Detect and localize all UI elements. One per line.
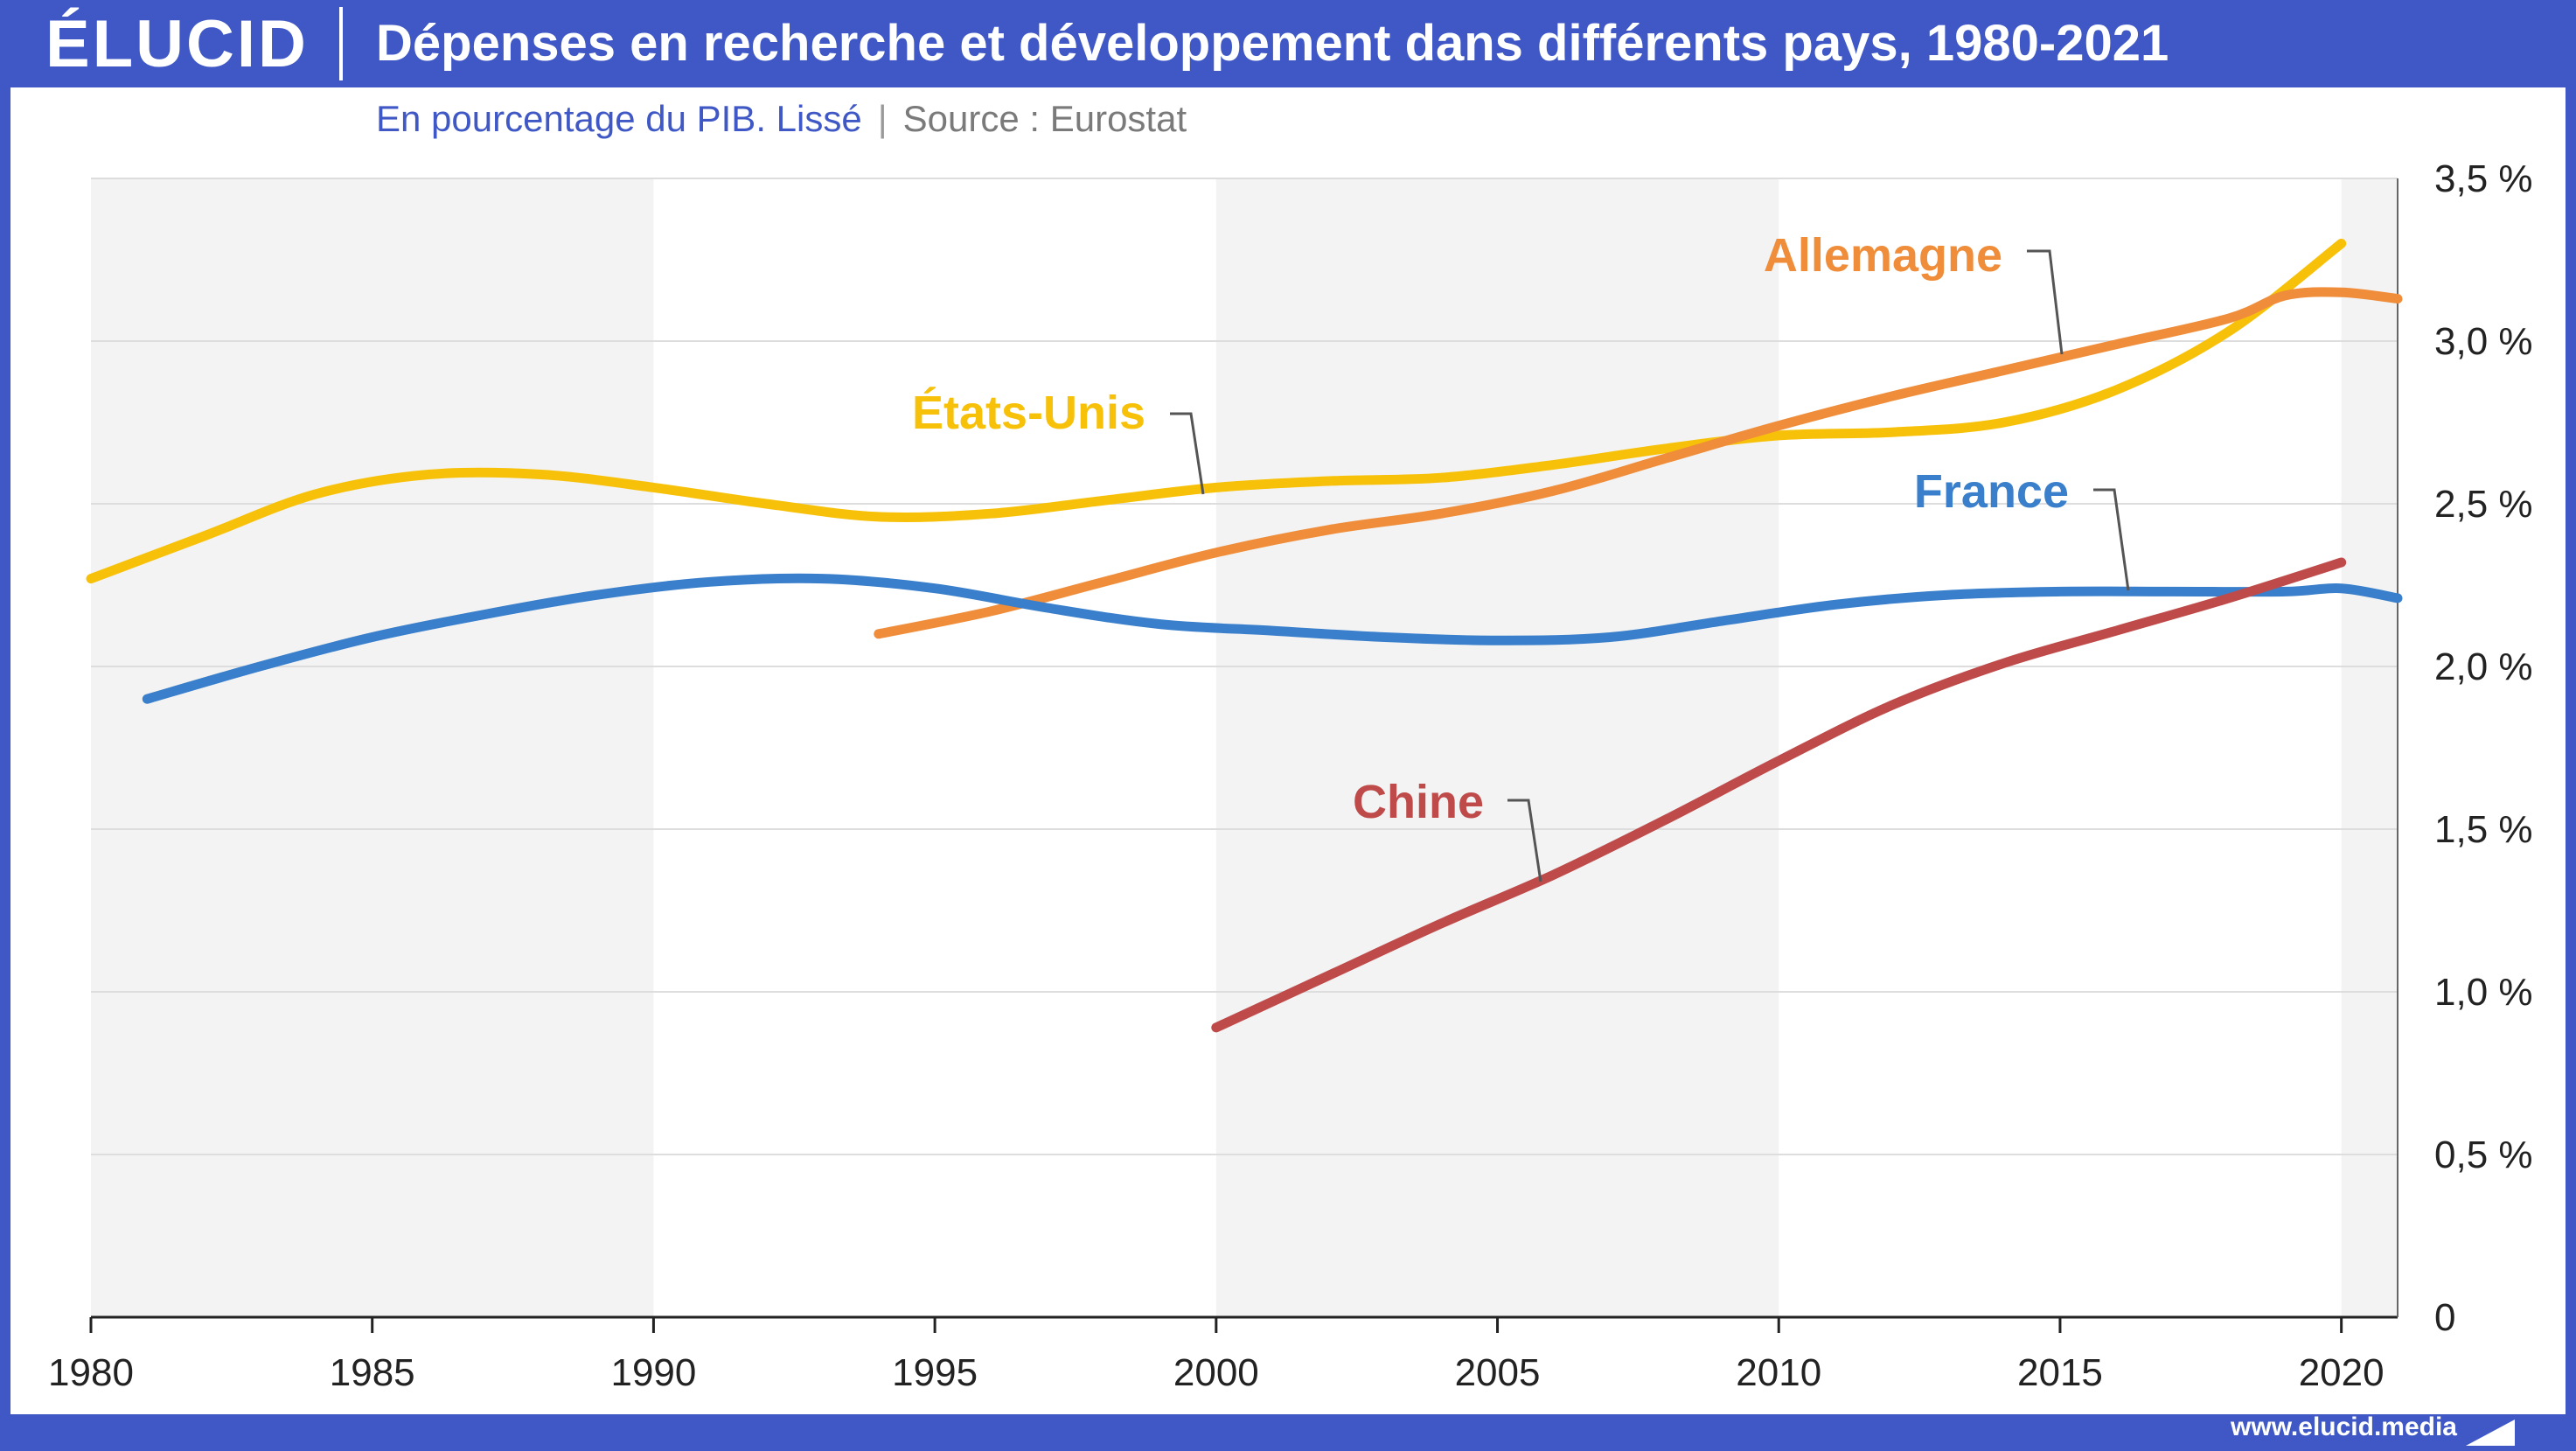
x-tick-label: 1980 [48,1351,134,1394]
period-band [2341,178,2398,1317]
y-tick-label: 0,5 % [2434,1134,2533,1176]
source-text: Source : Eurostat [902,98,1187,139]
period-band [91,178,654,1317]
x-tick-label: 1995 [892,1351,978,1394]
header-bar: ÉLUCID Dépenses en recherche et développ… [0,0,2576,87]
y-tick-label: 1,5 % [2434,808,2533,851]
series-line-allemagne [874,287,2403,639]
annotation-leader [2093,488,2130,591]
x-tick-labels: 1980 1985 1990 1995 2000 2005 2010 2015 2020 [48,1351,2385,1394]
x-tick-label: 2020 [2299,1351,2385,1394]
annotation-label-france: France [1914,465,2069,518]
series-line-france [142,573,2403,704]
annotation-label-allemagne: Allemagne [1764,229,2002,282]
x-tick-label: 2000 [1173,1351,1259,1394]
chart-subtitle: En pourcentage du PIB. Lissé | Source : Eu… [376,98,1187,140]
x-tick-label: 1985 [330,1351,415,1394]
elucid-logo: ÉLUCID [45,6,309,81]
y-tick-label: 2,5 % [2434,483,2533,526]
header-divider [339,7,343,80]
subtitle-separator: | [877,98,888,139]
series-line-etats-unis [86,238,2347,584]
annotation-label-chine: Chine [1353,776,1484,828]
annotation-leader [1507,799,1542,882]
annotation-label-etats-unis: États-Unis [912,387,1145,439]
x-tick-label: 2015 [2017,1351,2103,1394]
period-bands [91,178,2398,1317]
elucid-mark-icon [2466,1420,2515,1446]
y-tick-label: 2,0 % [2434,645,2533,688]
axes [89,178,2398,1333]
series-line-chine [1211,557,2347,1033]
annotation-leader [1170,412,1205,495]
x-tick-label: 2010 [1736,1351,1821,1394]
series-annotations: Allemagne États-Unis France Chine [912,229,2130,882]
x-tick-label: 2005 [1455,1351,1541,1394]
y-tick-labels: 0 0,5 % 1,0 % 1,5 % 2,0 % 2,5 % 3,0 % 3,5 % [2434,157,2533,1339]
gridlines [91,178,2398,1155]
y-tick-label: 3,5 % [2434,157,2533,200]
footer-url[interactable]: www.elucid.media [2231,1413,2457,1441]
chart-title: Dépenses en recherche et développement d… [376,15,2169,72]
series-lines [86,238,2403,1033]
subtitle-text: En pourcentage du PIB. Lissé [376,98,862,139]
annotation-leader [2027,249,2064,355]
x-tick-label: 1990 [610,1351,696,1394]
y-tick-label: 1,0 % [2434,971,2533,1014]
y-tick-label: 0 [2434,1296,2455,1339]
period-band [1215,178,1779,1317]
y-tick-label: 3,0 % [2434,320,2533,363]
